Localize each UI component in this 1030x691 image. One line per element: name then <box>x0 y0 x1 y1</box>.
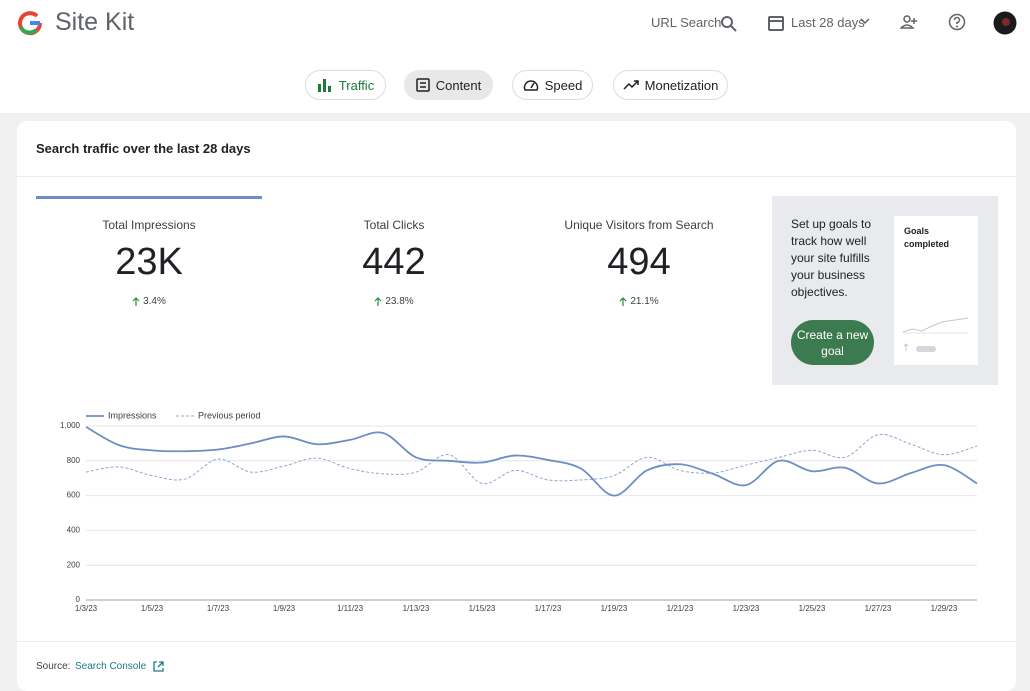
x-tick-label: 1/13/23 <box>403 604 430 613</box>
tab-label: Speed <box>544 77 583 93</box>
tab-content[interactable]: Content <box>404 70 493 100</box>
metric-value: 442 <box>362 241 426 283</box>
tab-label: Content <box>435 77 482 93</box>
metric-value: 494 <box>607 241 671 283</box>
url-search[interactable]: URL Search <box>651 15 722 30</box>
metric-label: Total Impressions <box>102 218 196 232</box>
x-tick-label: 1/15/23 <box>469 604 496 613</box>
x-tick-label: 1/7/23 <box>207 604 230 613</box>
tab-icon <box>523 80 538 91</box>
y-tick-label: 1,000 <box>60 421 81 430</box>
arrow-path <box>374 297 382 306</box>
avatar[interactable] <box>993 11 1017 35</box>
help-icon[interactable] <box>948 13 966 31</box>
selected-indicator <box>36 196 262 199</box>
x-tick-label: 1/23/23 <box>733 604 760 613</box>
goals-text: Set up goals to track how well your site… <box>791 217 872 299</box>
change-value: 23.8% <box>385 296 414 307</box>
source-link[interactable]: Search Console <box>75 661 147 672</box>
x-tick-label: 1/17/23 <box>535 604 562 613</box>
up-arrow <box>132 297 140 306</box>
x-tick-label: 1/21/23 <box>667 604 694 613</box>
x-tick-label: 1/19/23 <box>601 604 628 613</box>
y-tick-label: 200 <box>67 560 81 569</box>
x-tick-label: 1/25/23 <box>799 604 826 613</box>
x-tick-label: 1/29/23 <box>931 604 958 613</box>
metric-change: 23.8% <box>274 296 514 307</box>
y-tick-label: 0 <box>76 595 81 604</box>
metric-label: Total Clicks <box>363 218 425 232</box>
brand: Site Kit <box>55 8 135 36</box>
create-goal-button[interactable]: Create a new goal <box>791 320 874 365</box>
tab-label: Monetization <box>644 77 719 93</box>
chart: 0 200 400 600 800 1,000 1/3/23 1/5/23 1/7/23 1/9/… <box>60 410 978 613</box>
tab-traffic[interactable]: Traffic <box>305 70 386 100</box>
metric-label: Unique Visitors from Search <box>564 218 714 232</box>
card-title: Search traffic over the last 28 days <box>36 141 251 156</box>
google-logo <box>18 11 43 36</box>
change-value: 3.4% <box>143 296 166 307</box>
goals-widget: Goals completed <box>894 216 978 365</box>
x-tick-label: 1/3/23 <box>75 604 98 613</box>
metric-change: 21.1% <box>519 296 759 307</box>
arrow-path <box>619 297 627 306</box>
widget-illustration <box>902 317 969 352</box>
series-line <box>85 433 978 485</box>
search-icon[interactable] <box>720 15 738 33</box>
tab-icon <box>623 80 639 90</box>
x-tick-label: 1/5/23 <box>141 604 164 613</box>
change-value: 21.1% <box>630 296 659 307</box>
tab-icon <box>415 78 430 92</box>
tab-speed[interactable]: Speed <box>512 70 593 100</box>
x-tick-label: 1/11/23 <box>337 604 364 613</box>
legend-label: Impressions <box>108 410 157 420</box>
y-tick-label: 800 <box>67 456 81 465</box>
external-link-icon[interactable] <box>153 661 164 672</box>
tab-monetization[interactable]: Monetization <box>613 70 728 100</box>
metric-change: 3.4% <box>29 296 269 307</box>
divider <box>17 641 1016 642</box>
goals-panel: Set up goals to track how well your site… <box>772 196 998 385</box>
up-arrow <box>619 297 627 306</box>
calendar-icon[interactable] <box>768 14 784 32</box>
up-arrow <box>374 297 382 306</box>
y-tick-label: 400 <box>67 526 81 535</box>
source-label: Source: <box>36 661 71 672</box>
chevron[interactable] <box>860 18 870 26</box>
x-tick-label: 1/9/23 <box>273 604 296 613</box>
x-tick-label: 1/27/23 <box>865 604 892 613</box>
legend-label: Previous period <box>198 410 261 420</box>
divider <box>17 176 1016 177</box>
y-tick-label: 600 <box>67 491 81 500</box>
add-user-icon[interactable] <box>900 14 918 30</box>
series-line <box>85 426 978 497</box>
top-bar: Site Kit URL Search Last 28 days Traffic… <box>0 0 1030 113</box>
arrow-path <box>132 297 140 306</box>
goals-widget-title: Goals completed <box>904 226 950 249</box>
tab-label: Traffic <box>338 77 375 93</box>
card: Search traffic over the last 28 days Set… <box>17 121 1016 691</box>
tab-icon <box>317 79 331 92</box>
metric-value: 23K <box>115 241 183 283</box>
date-range[interactable]: Last 28 days <box>791 15 865 30</box>
